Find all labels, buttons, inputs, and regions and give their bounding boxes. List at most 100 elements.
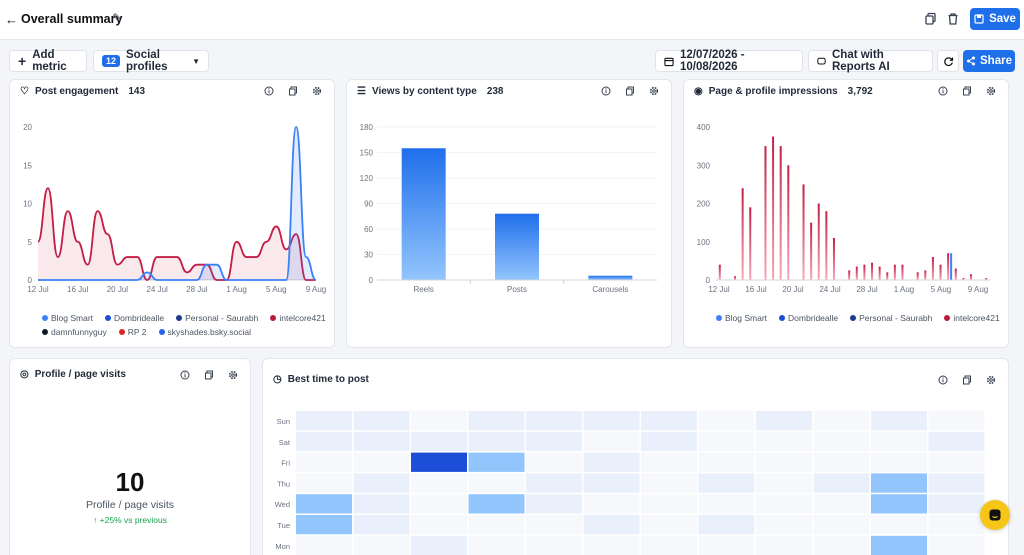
legend-dot (716, 315, 722, 321)
settings-gear-icon[interactable] (312, 85, 322, 96)
save-button[interactable]: Save (970, 8, 1020, 30)
legend-item[interactable]: Personal - Saurabh (850, 313, 932, 323)
heatmap-cell (353, 515, 410, 535)
heatmap-cell (928, 411, 985, 431)
info-icon[interactable] (938, 85, 948, 96)
heatmap-cell (526, 515, 582, 535)
x-tick-label: 16 Jul (745, 285, 767, 294)
card-actions (180, 369, 238, 380)
legend-label: Dombridealle (114, 313, 165, 323)
heatmap-cell (871, 515, 927, 535)
chevron-down-icon: ▼ (192, 56, 200, 66)
y-tick-label: 180 (360, 123, 374, 132)
x-tick-label: Posts (507, 285, 527, 294)
impressions-chart: 400 300 200 100 012 Jul 16 Jul 20 Jul 24 Jul 28 … (697, 123, 990, 294)
x-tick-label: 12 Jul (708, 285, 730, 294)
heatmap-cell (813, 535, 870, 555)
copy-icon[interactable] (204, 369, 214, 380)
card-header: ◎ Profile / page visits (20, 369, 126, 380)
heatmap-cell (928, 452, 985, 472)
info-icon[interactable] (601, 85, 611, 96)
eye-icon: ◉ (694, 86, 703, 97)
add-metric-button[interactable]: + Add metric (9, 49, 87, 73)
heatmap-row-label: Fri (281, 459, 290, 468)
heatmap-cell (813, 411, 870, 431)
heatmap-cell (468, 411, 525, 431)
heatmap-cell (411, 431, 467, 452)
heatmap-cell (698, 535, 755, 555)
heatmap-cell (928, 473, 985, 493)
x-tick-label: 5 Aug (266, 285, 286, 294)
heatmap-cell (928, 515, 985, 535)
legend-item[interactable]: intelcore421 (270, 313, 326, 323)
series-line-Blog Smart (38, 126, 317, 281)
social-profiles-dropdown[interactable]: 12 Social profiles ▼ (93, 49, 209, 73)
legend-item[interactable]: Dombridealle (779, 313, 838, 323)
legend-item[interactable]: intelcore421 (944, 313, 1000, 323)
heatmap-cell (641, 535, 697, 555)
add-metric-label: Add metric (32, 49, 67, 73)
copy-icon[interactable] (288, 85, 298, 96)
duplicate-icon[interactable] (924, 12, 938, 26)
card-title: Profile / page visits (34, 369, 126, 380)
impression-bar (969, 274, 972, 280)
legend-item[interactable]: RP 2 (118, 327, 147, 337)
legend-label: Blog Smart (725, 313, 768, 323)
settings-gear-icon[interactable] (649, 85, 659, 96)
heatmap-cell (411, 494, 467, 514)
heatmap-cell (526, 411, 582, 431)
refresh-button[interactable] (937, 50, 959, 72)
settings-gear-icon[interactable] (986, 85, 996, 96)
legend-dot (270, 315, 277, 321)
copy-icon[interactable] (625, 85, 635, 96)
edit-pencil-icon[interactable]: ✎ (112, 11, 123, 25)
share-button[interactable]: Share (963, 50, 1015, 72)
heatmap-cell (583, 473, 640, 493)
card-actions (938, 85, 996, 96)
copy-icon[interactable] (962, 85, 972, 96)
legend-dot (779, 315, 786, 321)
legend-item[interactable]: skyshades.bsky.social (158, 327, 251, 337)
heatmap-cell (756, 473, 812, 493)
legend-item[interactable]: Personal - Saurabh (176, 313, 258, 323)
settings-gear-icon[interactable] (986, 374, 996, 385)
x-tick-label: 24 Jul (819, 285, 841, 294)
copy-icon[interactable] (962, 374, 972, 385)
impression-bar (954, 268, 957, 280)
info-icon[interactable] (938, 374, 948, 385)
info-icon[interactable] (180, 369, 190, 380)
heatmap-row-label: Sun (277, 417, 290, 426)
legend-dot (42, 315, 48, 321)
impression-bar (802, 184, 805, 280)
card-title: Views by content type (371, 86, 477, 97)
legend-dot (944, 315, 951, 321)
legend-item[interactable]: damnfunnyguy (42, 327, 107, 337)
plus-icon: + (18, 53, 27, 69)
help-chat-button[interactable] (980, 500, 1010, 530)
back-arrow-icon[interactable]: ← (5, 12, 18, 27)
trash-icon[interactable] (946, 12, 960, 26)
legend-dot (42, 329, 48, 335)
clock-icon: ◷ (273, 374, 282, 385)
x-tick-label: 12 Jul (27, 285, 49, 294)
info-icon[interactable] (264, 85, 274, 96)
legend-item[interactable]: Dombridealle (105, 313, 164, 323)
chat-reports-ai-button[interactable]: Chat with Reports AI (808, 49, 933, 73)
card-title: Best time to post (287, 374, 369, 385)
heatmap-cell (468, 515, 525, 535)
legend-item[interactable]: Blog Smart (716, 313, 767, 323)
impression-bar (779, 146, 782, 280)
impression-bar (863, 264, 866, 280)
date-range-picker[interactable]: 12/07/2026 - 10/08/2026 (655, 49, 803, 73)
legend-item[interactable]: Blog Smart (42, 313, 93, 323)
heatmap-cell (698, 494, 755, 514)
settings-gear-icon[interactable] (228, 369, 238, 380)
save-label: Save (989, 13, 1016, 25)
heatmap-cell (698, 515, 755, 535)
heatmap-cell (526, 494, 582, 514)
heatmap-cell (928, 494, 985, 514)
y-tick-label: 15 (23, 161, 32, 170)
legend-dot (105, 315, 112, 321)
impression-bar (772, 136, 775, 280)
profiles-count-badge: 12 (102, 55, 121, 67)
